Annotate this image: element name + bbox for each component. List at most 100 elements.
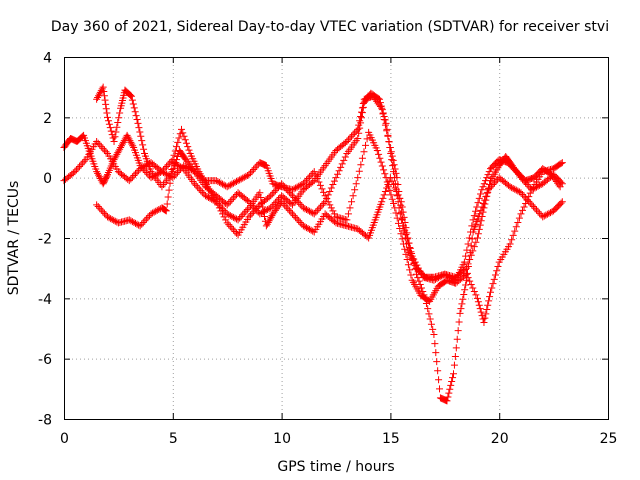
data-point	[184, 143, 192, 151]
data-point	[170, 151, 178, 159]
data-point	[349, 131, 357, 139]
data-point	[99, 208, 107, 216]
data-point	[517, 210, 525, 218]
data-point	[519, 206, 527, 214]
data-point	[163, 200, 171, 208]
data-point	[385, 182, 393, 190]
data-point	[397, 230, 405, 238]
data-point	[377, 102, 385, 110]
data-point	[392, 186, 400, 194]
data-point	[271, 199, 279, 207]
data-point	[357, 119, 365, 127]
data-point	[381, 116, 389, 124]
data-point	[383, 125, 391, 133]
data-point	[256, 189, 264, 197]
data-point	[243, 206, 251, 214]
data-point	[380, 112, 388, 120]
data-point	[239, 174, 247, 182]
data-point	[491, 271, 499, 279]
data-point	[492, 177, 500, 185]
data-point	[192, 181, 200, 189]
data-point	[326, 201, 334, 209]
data-point	[543, 210, 551, 218]
data-point	[474, 298, 482, 306]
data-point	[463, 270, 471, 278]
data-point	[400, 228, 408, 236]
data-point	[226, 212, 234, 220]
data-point	[403, 240, 411, 248]
data-point	[242, 207, 250, 215]
data-point	[110, 137, 118, 145]
data-point	[301, 223, 309, 231]
data-series	[60, 83, 566, 405]
data-point	[461, 286, 469, 294]
data-point	[279, 181, 287, 189]
data-point	[341, 153, 349, 161]
data-point	[233, 215, 241, 223]
data-point	[363, 135, 371, 143]
data-point	[107, 127, 115, 135]
data-point	[434, 367, 442, 375]
data-point	[396, 210, 404, 218]
data-point	[94, 203, 102, 211]
data-point	[99, 144, 107, 152]
data-point	[445, 389, 453, 397]
series-track-2	[60, 125, 566, 405]
y-tick-label: -6	[38, 352, 52, 368]
data-point	[343, 216, 351, 224]
data-point	[330, 218, 338, 226]
series-track-3	[93, 83, 566, 326]
data-point	[310, 210, 318, 218]
data-point	[226, 197, 234, 205]
data-point	[131, 219, 139, 227]
data-point	[539, 213, 547, 221]
plot-frame	[64, 57, 609, 420]
data-point	[509, 184, 517, 192]
data-point	[251, 206, 259, 214]
data-point	[485, 297, 493, 305]
data-point	[477, 308, 485, 316]
data-point	[515, 214, 523, 222]
data-point	[268, 190, 276, 198]
data-point	[470, 212, 478, 220]
data-point	[481, 314, 489, 322]
data-point	[511, 185, 519, 193]
data-point	[414, 274, 422, 282]
data-point	[479, 183, 487, 191]
data-point	[293, 183, 301, 191]
data-point	[133, 115, 141, 123]
data-point	[72, 166, 80, 174]
data-point	[557, 159, 565, 167]
data-point	[194, 183, 202, 191]
data-point	[485, 168, 493, 176]
series-track-4	[93, 89, 564, 284]
data-point	[424, 305, 432, 313]
data-point	[147, 210, 155, 218]
data-point	[236, 214, 244, 222]
data-point	[223, 201, 231, 209]
data-point	[141, 167, 149, 175]
data-point	[486, 184, 494, 192]
data-point	[477, 190, 485, 198]
data-point	[274, 183, 282, 191]
data-point	[225, 182, 233, 190]
data-point	[260, 208, 268, 216]
data-point	[536, 181, 544, 189]
data-point	[245, 171, 253, 179]
data-point	[302, 206, 310, 214]
data-point	[71, 168, 79, 176]
data-point	[307, 226, 315, 234]
data-point	[520, 203, 528, 211]
data-point	[296, 200, 304, 208]
data-point	[390, 200, 398, 208]
data-point	[460, 258, 468, 266]
data-point	[144, 213, 152, 221]
data-point	[299, 222, 307, 230]
data-point	[483, 174, 491, 182]
data-point	[281, 201, 289, 209]
chart-title: Day 360 of 2021, Sidereal Day-to-day VTE…	[51, 19, 609, 35]
data-point	[203, 193, 211, 201]
data-point	[444, 272, 452, 280]
data-point	[138, 220, 146, 228]
data-point	[484, 186, 492, 194]
